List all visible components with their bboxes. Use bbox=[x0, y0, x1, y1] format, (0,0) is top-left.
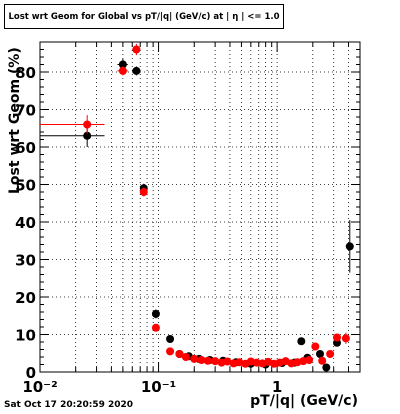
data-point bbox=[322, 363, 331, 372]
data-point bbox=[318, 356, 327, 365]
y-tick-label: 0 bbox=[26, 364, 36, 382]
data-point bbox=[203, 356, 212, 365]
axis-labels: pT/|q| (GeV/c) Lost wrt Geom (%) bbox=[7, 47, 358, 409]
y-tick-label: 60 bbox=[15, 139, 36, 157]
data-point bbox=[175, 350, 184, 358]
y-tick-label: 80 bbox=[15, 64, 36, 82]
y-tick-label: 10 bbox=[15, 327, 36, 345]
y-tick-label: 40 bbox=[15, 214, 36, 232]
axes: 0 10 20 30 40 50 60 70 80 10⁻² 10⁻¹ 1 bbox=[15, 41, 361, 396]
data-point bbox=[83, 120, 92, 129]
data-point bbox=[252, 358, 261, 367]
series-1 bbox=[40, 43, 350, 368]
data-point bbox=[197, 356, 206, 364]
timestamp-footer: Sat Oct 17 20:20:59 2020 bbox=[4, 400, 134, 410]
data-point bbox=[311, 342, 320, 351]
data-point bbox=[132, 45, 141, 54]
data-point bbox=[83, 131, 92, 140]
data-point bbox=[166, 347, 175, 356]
data-point bbox=[345, 242, 354, 251]
data-point bbox=[139, 188, 148, 196]
y-axis-label: Lost wrt Geom (%) bbox=[7, 47, 23, 194]
data-point bbox=[293, 358, 302, 367]
data-point bbox=[341, 334, 350, 343]
data-point bbox=[151, 309, 160, 318]
data-point bbox=[118, 60, 127, 69]
data-point bbox=[275, 358, 284, 367]
data-point bbox=[166, 335, 175, 343]
grid bbox=[40, 42, 360, 372]
data-point bbox=[333, 333, 342, 342]
x-tick-label: 1 bbox=[272, 378, 282, 396]
y-tick-label: 20 bbox=[15, 289, 36, 307]
plot-frame bbox=[39, 41, 361, 373]
data-point bbox=[211, 357, 220, 366]
chart-title-box: Lost wrt Geom for Global vs pT/|q| (GeV/… bbox=[4, 4, 284, 29]
data-point bbox=[223, 357, 232, 366]
data-marks bbox=[40, 43, 354, 372]
y-tick-label: 70 bbox=[15, 102, 36, 120]
data-point bbox=[118, 66, 127, 75]
data-point bbox=[132, 66, 141, 75]
data-point bbox=[190, 354, 199, 363]
x-tick-label: 10⁻² bbox=[22, 378, 57, 396]
x-axis-label: pT/|q| (GeV/c) bbox=[250, 393, 358, 409]
series-0 bbox=[40, 58, 354, 372]
chart-title: Lost wrt Geom for Global vs pT/|q| (GeV/… bbox=[8, 11, 280, 22]
data-point bbox=[316, 350, 325, 358]
y-tick-label: 30 bbox=[15, 252, 36, 270]
data-point bbox=[151, 323, 160, 332]
data-point bbox=[326, 350, 335, 358]
data-point bbox=[305, 356, 314, 364]
y-tick-label: 50 bbox=[15, 177, 36, 195]
data-point bbox=[181, 353, 190, 361]
data-point bbox=[235, 358, 244, 367]
x-tick-label: 10⁻¹ bbox=[141, 378, 176, 396]
data-point bbox=[297, 337, 306, 346]
